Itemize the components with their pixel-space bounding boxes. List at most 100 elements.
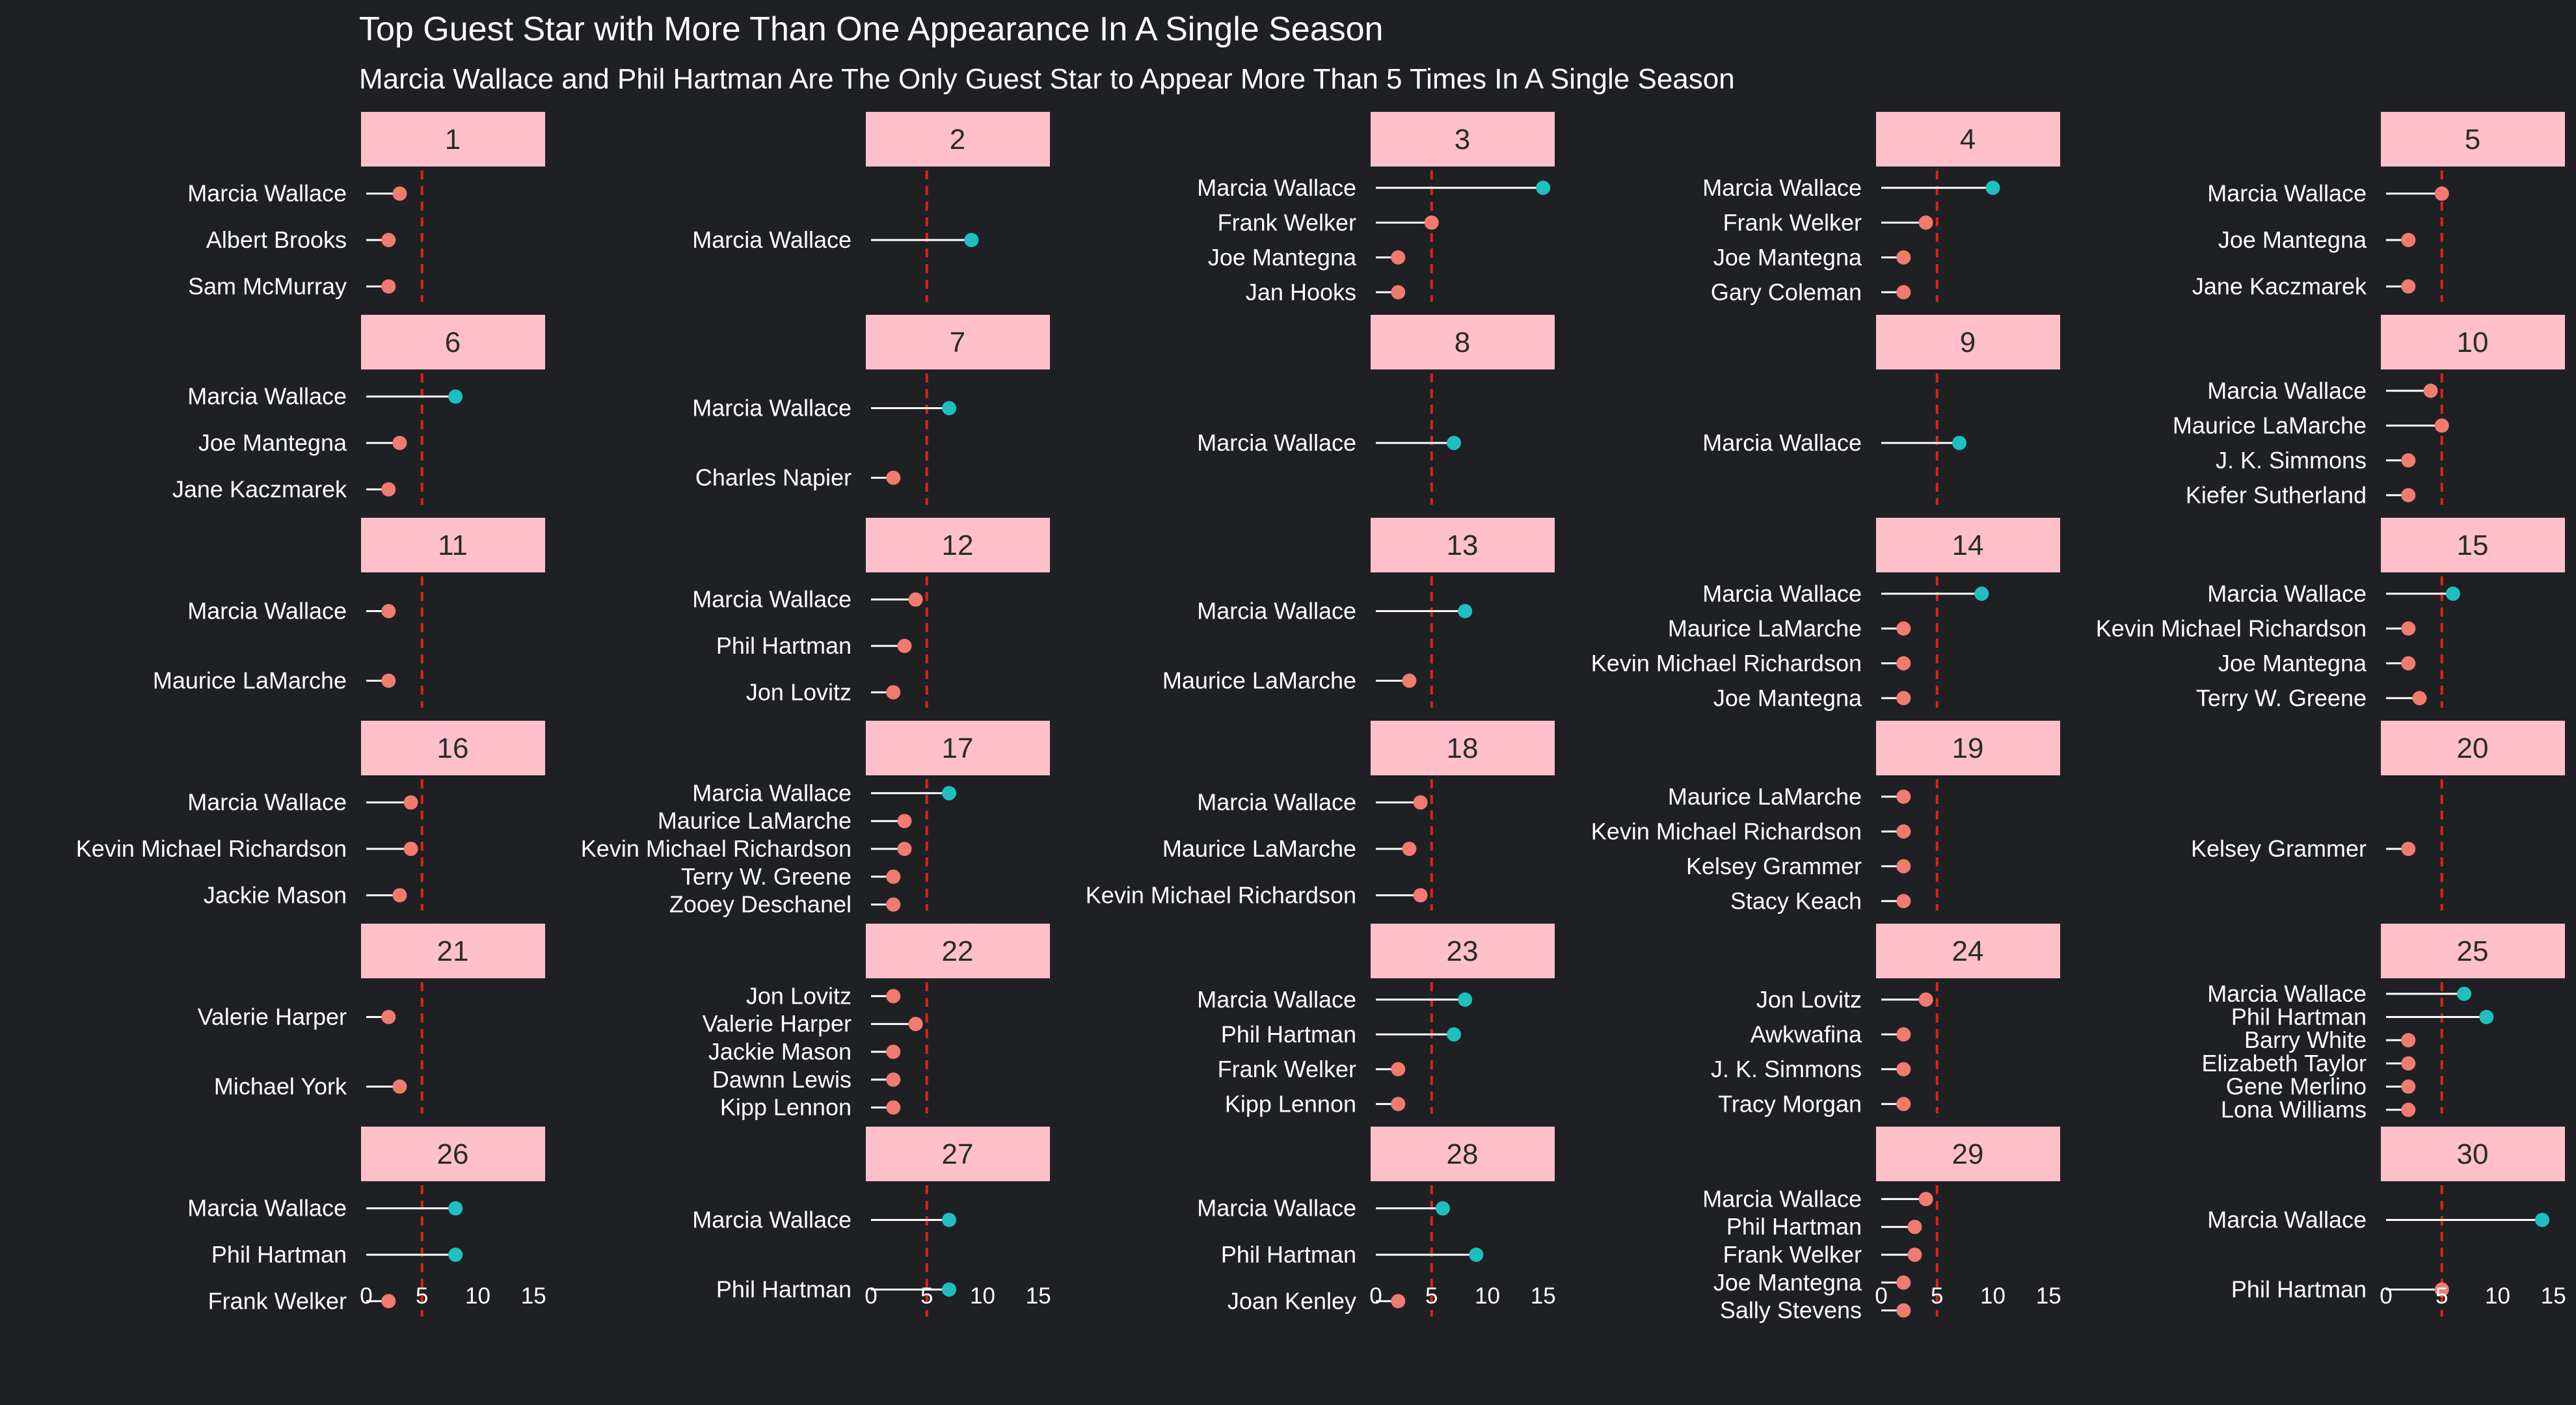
lollipop-point xyxy=(1402,673,1417,688)
x-tick-label: 5 xyxy=(416,1283,428,1309)
guest-label: Phil Hartman xyxy=(716,632,852,659)
lollipop-point xyxy=(1402,842,1417,856)
facet-strip-label: 5 xyxy=(2465,124,2480,155)
guest-label: Jane Kaczmarek xyxy=(2192,273,2367,299)
facet-strip xyxy=(866,518,1050,572)
lollipop-point xyxy=(886,869,901,884)
lollipop-point xyxy=(2401,488,2416,503)
facet-strip xyxy=(866,721,1050,775)
lollipop-point xyxy=(897,639,912,653)
guest-label: Terry W. Greene xyxy=(681,863,852,890)
lollipop-point xyxy=(381,233,396,247)
lollipop-point xyxy=(2401,1103,2416,1117)
guest-label: Dawnn Lewis xyxy=(712,1066,852,1093)
guest-label: Marcia Wallace xyxy=(1197,1195,1356,1222)
guest-label: Jon Lovitz xyxy=(1756,986,1862,1013)
lollipop-point xyxy=(2535,1212,2550,1227)
guest-label: Phil Hartman xyxy=(1221,1021,1356,1047)
guest-label: Kipp Lennon xyxy=(720,1094,852,1121)
guest-label: Kelsey Grammer xyxy=(2191,835,2367,862)
lollipop-point xyxy=(392,1079,407,1094)
guest-label: Marcia Wallace xyxy=(187,1195,347,1222)
guest-label: Marcia Wallace xyxy=(187,180,347,207)
lollipop-point xyxy=(1391,285,1406,300)
facet-strip-label: 29 xyxy=(1952,1138,1984,1170)
lollipop-point xyxy=(897,842,912,856)
facet-strip-label: 17 xyxy=(942,732,974,764)
guest-label: Lona Williams xyxy=(2221,1096,2367,1123)
x-tick-label: 5 xyxy=(920,1283,933,1309)
facet-panel-season-9: 9 Marcia Wallace xyxy=(1702,315,2060,505)
lollipop-point xyxy=(2401,233,2416,247)
lollipop-point xyxy=(1896,1097,1911,1112)
guest-label: Marcia Wallace xyxy=(187,789,347,816)
guest-label: Jon Lovitz xyxy=(746,982,852,1009)
guest-label: Marcia Wallace xyxy=(1197,789,1356,816)
facet-strip-label: 18 xyxy=(1447,732,1479,764)
facet-panel-season-8: 8 Marcia Wallace xyxy=(1197,315,1555,505)
guest-label: Marcia Wallace xyxy=(1702,1185,1862,1212)
facet-strip xyxy=(1371,315,1555,369)
lollipop-point xyxy=(2479,1010,2494,1024)
lollipop-point xyxy=(2401,1056,2416,1071)
facet-panel-season-13: 13 Marcia Wallace Maurice LaMarche xyxy=(1162,518,1555,708)
facet-strip xyxy=(361,315,545,369)
facet-strip-label: 4 xyxy=(1960,124,1976,155)
lollipop-point xyxy=(403,795,418,810)
guest-label: Marcia Wallace xyxy=(692,779,852,806)
lollipop-point xyxy=(908,592,923,607)
facet-strip-label: 28 xyxy=(1447,1138,1479,1170)
lollipop-point xyxy=(1413,795,1428,810)
facet-panel-season-27: 27 Marcia Wallace Phil Hartman 0 5 10 15 xyxy=(692,1127,1051,1317)
facet-strip xyxy=(361,721,545,775)
lollipop-point xyxy=(886,470,901,485)
facet-strip-label: 10 xyxy=(2457,327,2489,358)
lollipop-point xyxy=(942,786,957,801)
guest-label: Marcia Wallace xyxy=(1197,174,1356,201)
lollipop-point xyxy=(1896,691,1911,706)
lollipop-point xyxy=(381,1294,396,1309)
facet-strip xyxy=(361,1127,545,1181)
facet-strip-label: 13 xyxy=(1447,529,1479,561)
lollipop-point xyxy=(2412,691,2427,706)
guest-label: Marcia Wallace xyxy=(1702,429,1862,456)
lollipop-point xyxy=(2401,842,2416,856)
lollipop-point xyxy=(381,482,396,497)
facet-strip-label: 7 xyxy=(950,327,965,358)
x-tick-label: 0 xyxy=(865,1283,877,1309)
x-tick-label: 10 xyxy=(1980,1283,2006,1309)
facet-panel-season-20: 20 Kelsey Grammer xyxy=(2191,721,2565,911)
guest-label: Marcia Wallace xyxy=(1197,986,1356,1013)
guest-label: Joe Mantegna xyxy=(2218,650,2367,676)
guest-label: Joe Mantegna xyxy=(198,429,347,456)
x-tick-label: 0 xyxy=(1875,1283,1887,1309)
facet-strip-label: 19 xyxy=(1952,732,1984,764)
lollipop-point xyxy=(1896,1062,1911,1077)
guest-label: Phil Hartman xyxy=(211,1241,347,1268)
lollipop-point xyxy=(1974,586,1989,601)
facet-panel-season-1: 1 Marcia Wallace Albert Brooks Sam McMurray xyxy=(187,112,545,302)
guest-label: Marcia Wallace xyxy=(1702,174,1862,201)
lollipop-point xyxy=(448,1201,463,1216)
guest-label: Frank Welker xyxy=(1723,209,1862,235)
lollipop-point xyxy=(381,673,396,688)
facet-strip-label: 27 xyxy=(942,1138,974,1170)
facet-strip xyxy=(866,924,1050,978)
facet-strip-label: 3 xyxy=(1455,124,1470,155)
guest-label: Joan Kenley xyxy=(1228,1287,1356,1314)
lollipop-point xyxy=(381,279,396,294)
x-tick-label: 10 xyxy=(2485,1283,2510,1309)
guest-label: Jane Kaczmarek xyxy=(172,475,347,502)
guest-label: Marcia Wallace xyxy=(692,395,852,421)
facet-strip xyxy=(1371,112,1555,167)
facet-panels: 1 Marcia Wallace Albert Brooks Sam McMurray… xyxy=(76,112,2566,1324)
guest-label: Jan Hooks xyxy=(1246,278,1356,305)
lollipop-point xyxy=(2401,279,2416,294)
lollipop-point xyxy=(1896,789,1911,804)
guest-label: Sam McMurray xyxy=(188,273,347,299)
facet-panel-season-6: 6 Marcia Wallace Joe Mantegna Jane Kaczmare… xyxy=(172,315,545,505)
x-tick-label: 5 xyxy=(1425,1283,1438,1309)
facet-panel-season-16: 16 Marcia Wallace Kevin Michael Richardson… xyxy=(76,721,545,911)
facet-panel-season-2: 2 Marcia Wallace xyxy=(692,112,1050,302)
x-tick-label: 10 xyxy=(1475,1283,1500,1309)
